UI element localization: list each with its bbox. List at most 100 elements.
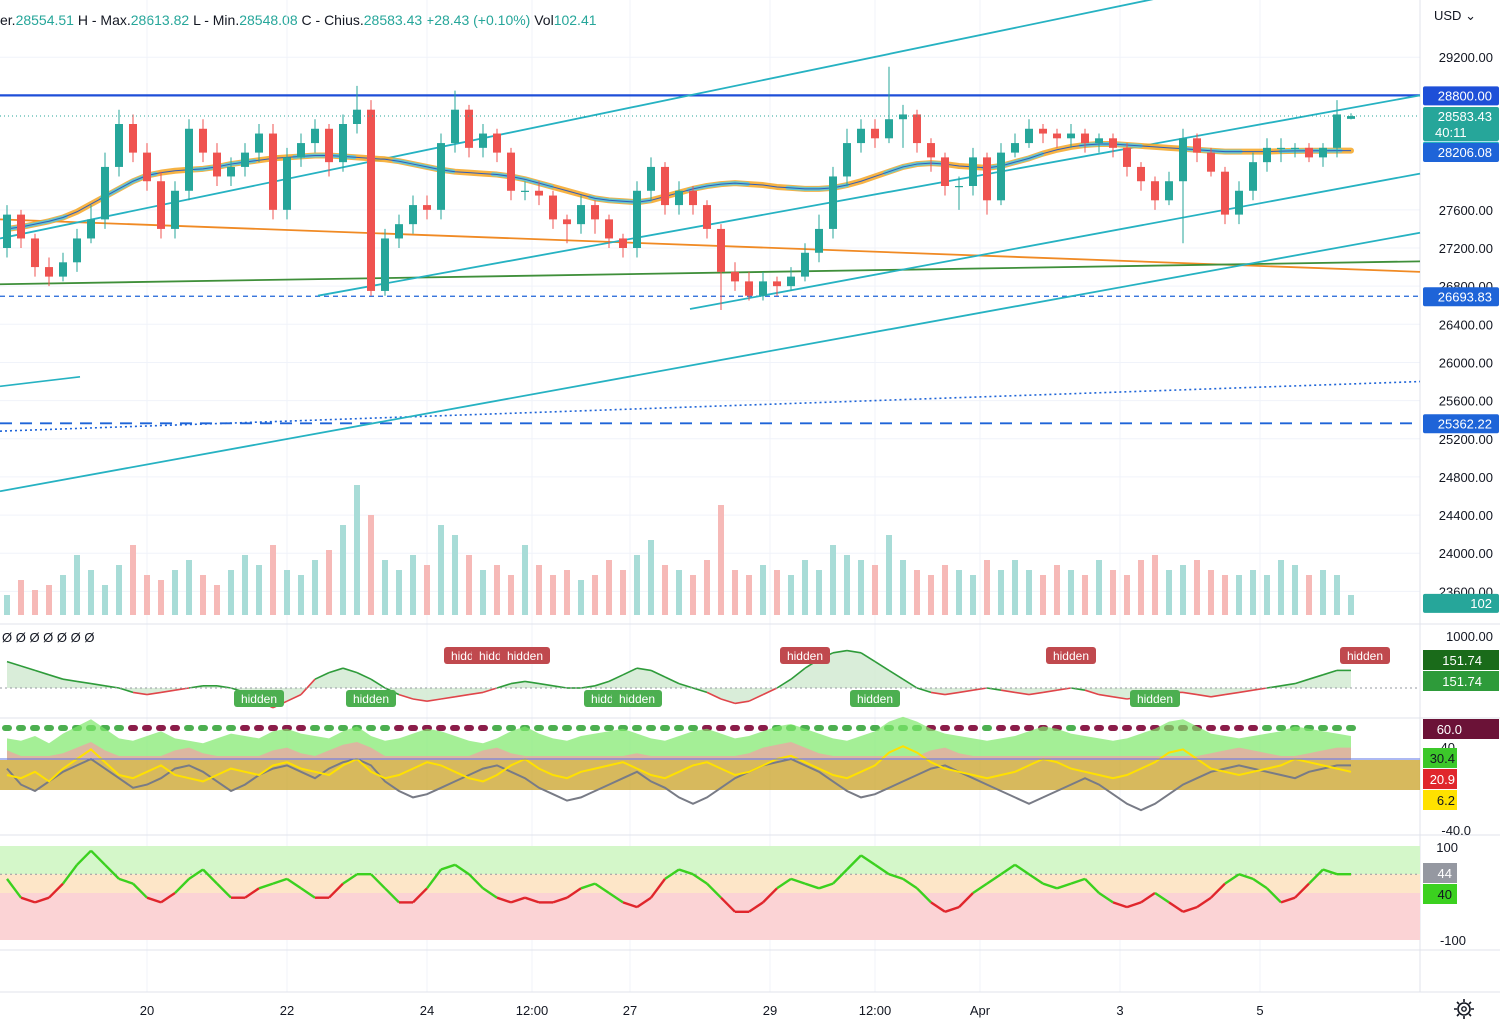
volume-bar (1264, 575, 1270, 615)
osc3-line-segment (650, 878, 666, 899)
candle-body (521, 190, 529, 192)
signal-dot (268, 725, 278, 731)
signal-dot (1080, 725, 1090, 731)
osc3-line-segment (664, 868, 680, 880)
candle-body (871, 128, 879, 139)
osc3-line-segment (1224, 873, 1240, 885)
candle-body (171, 190, 179, 229)
signal-dot (1262, 725, 1272, 731)
osc1-line-segment (846, 649, 862, 654)
signal-dot (324, 725, 334, 731)
osc1-line-segment (1224, 691, 1240, 696)
currency-dropdown[interactable]: USD ⌄ (1434, 8, 1476, 24)
osc3-line-segment (1140, 892, 1156, 904)
osc3-line-segment (188, 868, 204, 880)
signal-dot (338, 725, 348, 731)
price-marker-badge (1423, 107, 1499, 142)
osc3-value-label: 40 (1438, 887, 1452, 902)
candle-body (493, 133, 501, 153)
candle-body (1333, 114, 1341, 148)
osc1-line-segment (874, 660, 890, 672)
osc3-line-segment (1210, 882, 1226, 899)
volume-bar (270, 545, 276, 615)
candle-body (73, 238, 81, 263)
osc3-line-segment (944, 905, 960, 913)
candle-body (759, 281, 767, 296)
osc1-line-segment (944, 691, 960, 696)
osc1-line-segment (342, 667, 358, 674)
volume-bar (1124, 575, 1130, 615)
time-axis[interactable]: 20 22 24 12:00 27 29 12:00 Apr 3 5 (140, 1003, 1264, 1018)
volume-bar (172, 570, 178, 615)
osc3-line-segment (412, 887, 428, 904)
candle-body (661, 166, 669, 206)
volume-bar (46, 585, 52, 615)
signal-dot (576, 725, 586, 731)
osc1-line-segment (1210, 693, 1226, 698)
osc3-line-segment (566, 887, 582, 899)
osc3-line-segment (76, 849, 92, 866)
channel-middle (317, 94, 1421, 297)
osc1-value-badge (1423, 671, 1499, 691)
close-value: 28583.43 (363, 12, 423, 28)
hidden-divergence-label: hidden (619, 692, 655, 706)
candle-body (577, 205, 585, 225)
volume-bar (830, 545, 836, 615)
osc3-line-segment (202, 868, 218, 885)
price-tick-label: 25200.00 (1439, 432, 1493, 447)
osc3-line-segment (1154, 892, 1170, 904)
volume-bar (802, 560, 808, 615)
osc1-line-segment (692, 687, 708, 694)
candle-body (689, 190, 697, 206)
osc1-line-segment (146, 691, 162, 696)
gear-icon[interactable] (1454, 999, 1474, 1019)
candle-body (3, 214, 11, 248)
volume-bar (382, 560, 388, 615)
signal-dot (660, 725, 670, 731)
candle-body (997, 152, 1005, 201)
osc3-line-segment (1028, 873, 1044, 885)
osc1-value-badge (1423, 650, 1499, 670)
volume-bar (914, 570, 920, 615)
osc3-value-badge (1423, 863, 1457, 883)
candle-body (59, 262, 67, 277)
osc1-line-segment (902, 678, 918, 689)
osc2-gray-line (6, 757, 1351, 812)
price-axis[interactable]: 29200.0028800.0027600.0027200.0026800.00… (1423, 50, 1499, 948)
signal-dot (954, 725, 964, 731)
high-value: 28613.82 (130, 12, 190, 28)
osc3-line-segment (930, 901, 946, 913)
hidden-divergence-label: hidden (353, 692, 389, 706)
signal-dot (968, 725, 978, 731)
osc3-line-segment (1280, 896, 1296, 904)
signal-dot (828, 725, 838, 731)
volume-value: 102.41 (553, 12, 597, 28)
osc3-line-segment (1252, 877, 1268, 890)
volume-bar (1334, 575, 1340, 615)
volume-bar (130, 545, 136, 615)
signal-dot (156, 725, 166, 731)
candle-body (1137, 166, 1145, 182)
osc3-line-segment (118, 877, 134, 885)
osc3-line-segment (468, 873, 484, 890)
osc3-line-segment (132, 882, 148, 899)
candle-body (647, 166, 655, 191)
osc1-line-segment (370, 678, 386, 689)
osc3-line-segment (860, 854, 876, 866)
candle-body (857, 128, 865, 144)
price-marker-badge (1423, 287, 1499, 307)
candle-body (1123, 147, 1131, 167)
osc1-line-segment (1098, 693, 1114, 698)
osc1-line-segment (496, 682, 512, 689)
support-trendline (0, 260, 1421, 286)
price-marker-label: 28583.43 (1438, 109, 1492, 124)
candle-body (255, 133, 263, 153)
volume-bar (564, 570, 570, 615)
candle-body (591, 205, 599, 220)
signal-dot (212, 725, 222, 731)
osc3-line-segment (818, 882, 834, 890)
hidden-divergence-badge (612, 690, 662, 707)
volume-bar (60, 575, 66, 615)
osc3-line-segment (636, 896, 652, 909)
